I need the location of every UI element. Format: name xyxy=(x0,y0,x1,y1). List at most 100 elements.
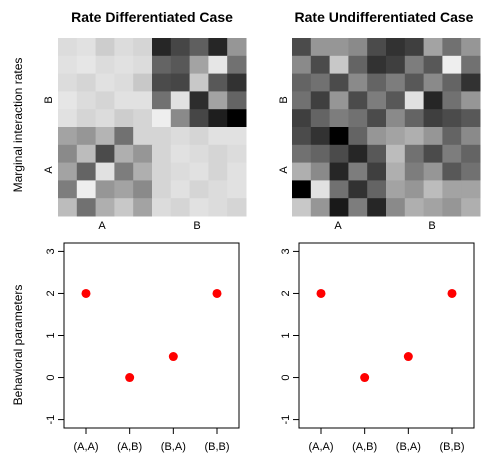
scatter-1-ylabel: Behavioral parameters xyxy=(11,285,25,406)
heatmap-cell xyxy=(310,73,331,92)
heatmap-cell xyxy=(423,180,443,199)
heatmap-cell xyxy=(461,180,481,199)
heatmap-cell xyxy=(423,91,443,110)
heatmap-cell xyxy=(292,55,312,75)
heatmap-cell xyxy=(442,38,462,57)
heatmap-cell xyxy=(404,180,425,199)
heatmap-cell xyxy=(367,91,387,110)
heatmap-2-xtick-b: B xyxy=(428,220,435,232)
heatmap-cell xyxy=(58,109,78,128)
heatmap-cell xyxy=(133,91,153,110)
heatmap-cell xyxy=(76,38,97,57)
heatmap-1-xtick-b: B xyxy=(193,220,200,232)
heatmap-cell xyxy=(367,73,387,92)
heatmap-cell xyxy=(76,73,97,92)
heatmap-cell xyxy=(367,162,387,181)
heatmap-cell xyxy=(348,198,368,217)
heatmap-cell xyxy=(461,73,481,92)
heatmap-cell xyxy=(292,38,312,57)
heatmap-cell xyxy=(227,38,247,57)
heatmap-cell xyxy=(292,109,312,128)
y-tick-label: 2 xyxy=(280,290,292,296)
heatmap-cell xyxy=(348,38,368,57)
heatmap-cell xyxy=(76,109,97,128)
heatmap-cell xyxy=(189,38,209,57)
heatmap-cell xyxy=(310,109,331,128)
heatmap-cell xyxy=(227,162,247,181)
x-tick-label: (A,B) xyxy=(117,441,142,453)
heatmap-cell xyxy=(152,162,172,181)
heatmap-cell xyxy=(133,144,153,164)
heatmap-cell xyxy=(208,91,228,110)
heatmap-cell xyxy=(95,144,115,164)
heatmap-cell xyxy=(367,198,387,217)
heatmap-cell xyxy=(95,198,115,217)
heatmap-cell xyxy=(461,144,481,164)
heatmap-cell xyxy=(58,198,78,217)
heatmap-cell xyxy=(170,55,191,75)
heatmap-cell xyxy=(310,55,331,75)
heatmap-cell xyxy=(58,162,78,181)
heatmap-cell xyxy=(170,180,191,199)
heatmap-1-title: Rate Differentiated Case xyxy=(71,9,233,25)
heatmap-cell xyxy=(58,73,78,92)
heatmap-cell xyxy=(208,109,228,128)
heatmap-cell xyxy=(404,127,425,146)
heatmap-cell xyxy=(76,180,97,199)
heatmap-cell xyxy=(442,198,462,217)
heatmap-2-ytick-b: B xyxy=(278,96,290,103)
heatmap-2-title: Rate Undifferentiated Case xyxy=(295,9,474,25)
heatmap-cell xyxy=(348,180,368,199)
heatmap-cell xyxy=(386,144,406,164)
heatmap-cell xyxy=(58,38,78,57)
heatmap-cell xyxy=(423,198,443,217)
heatmap-cell xyxy=(133,55,153,75)
heatmap-cell xyxy=(404,55,425,75)
heatmap-cell xyxy=(189,144,209,164)
heatmap-cell xyxy=(189,198,209,217)
y-tick-label: 1 xyxy=(45,332,57,338)
heatmap-cell xyxy=(114,144,134,164)
scatter-2: -1 0 1 2 3 (A,A) (A,B) (B,A) (B,B) xyxy=(280,248,465,453)
heatmap-cell xyxy=(367,109,387,128)
heatmap-cell xyxy=(329,38,349,57)
heatmap-cell xyxy=(423,55,443,75)
x-tick-label: (B,B) xyxy=(439,441,464,453)
heatmap-cell xyxy=(329,127,349,146)
heatmap-cell xyxy=(58,55,78,75)
heatmap-cell xyxy=(170,144,191,164)
heatmap-cell xyxy=(114,73,134,92)
heatmap-cell xyxy=(461,162,481,181)
heatmap-cell xyxy=(227,73,247,92)
heatmap-cell xyxy=(114,127,134,146)
heatmap-cell xyxy=(152,73,172,92)
heatmap-cell xyxy=(227,55,247,75)
heatmap-cell xyxy=(208,198,228,217)
data-point xyxy=(168,352,178,362)
heatmap-cell xyxy=(404,73,425,92)
heatmap-cell xyxy=(227,144,247,164)
heatmap-cell xyxy=(310,38,331,57)
heatmap-cell xyxy=(310,144,331,164)
heatmap-cell xyxy=(76,55,97,75)
heatmap-cell xyxy=(348,91,368,110)
heatmap-cell xyxy=(114,162,134,181)
x-tick-label: (B,B) xyxy=(204,441,229,453)
heatmap-cell xyxy=(152,109,172,128)
heatmap-cell xyxy=(189,109,209,128)
heatmap-cell xyxy=(133,162,153,181)
heatmap-2-ytick-a: A xyxy=(278,166,290,174)
heatmap-cell xyxy=(404,38,425,57)
heatmap-cell xyxy=(189,162,209,181)
heatmap-cell xyxy=(58,127,78,146)
data-point xyxy=(403,352,413,362)
heatmap-cell xyxy=(95,109,115,128)
heatmap-cell xyxy=(208,73,228,92)
heatmap-cell xyxy=(461,91,481,110)
y-tick-label: 0 xyxy=(45,374,57,380)
heatmap-cell xyxy=(292,198,312,217)
heatmap-cell xyxy=(442,109,462,128)
heatmap-cell xyxy=(133,127,153,146)
scatter-2-frame xyxy=(298,242,475,429)
x-tick-label: (B,A) xyxy=(161,441,186,453)
